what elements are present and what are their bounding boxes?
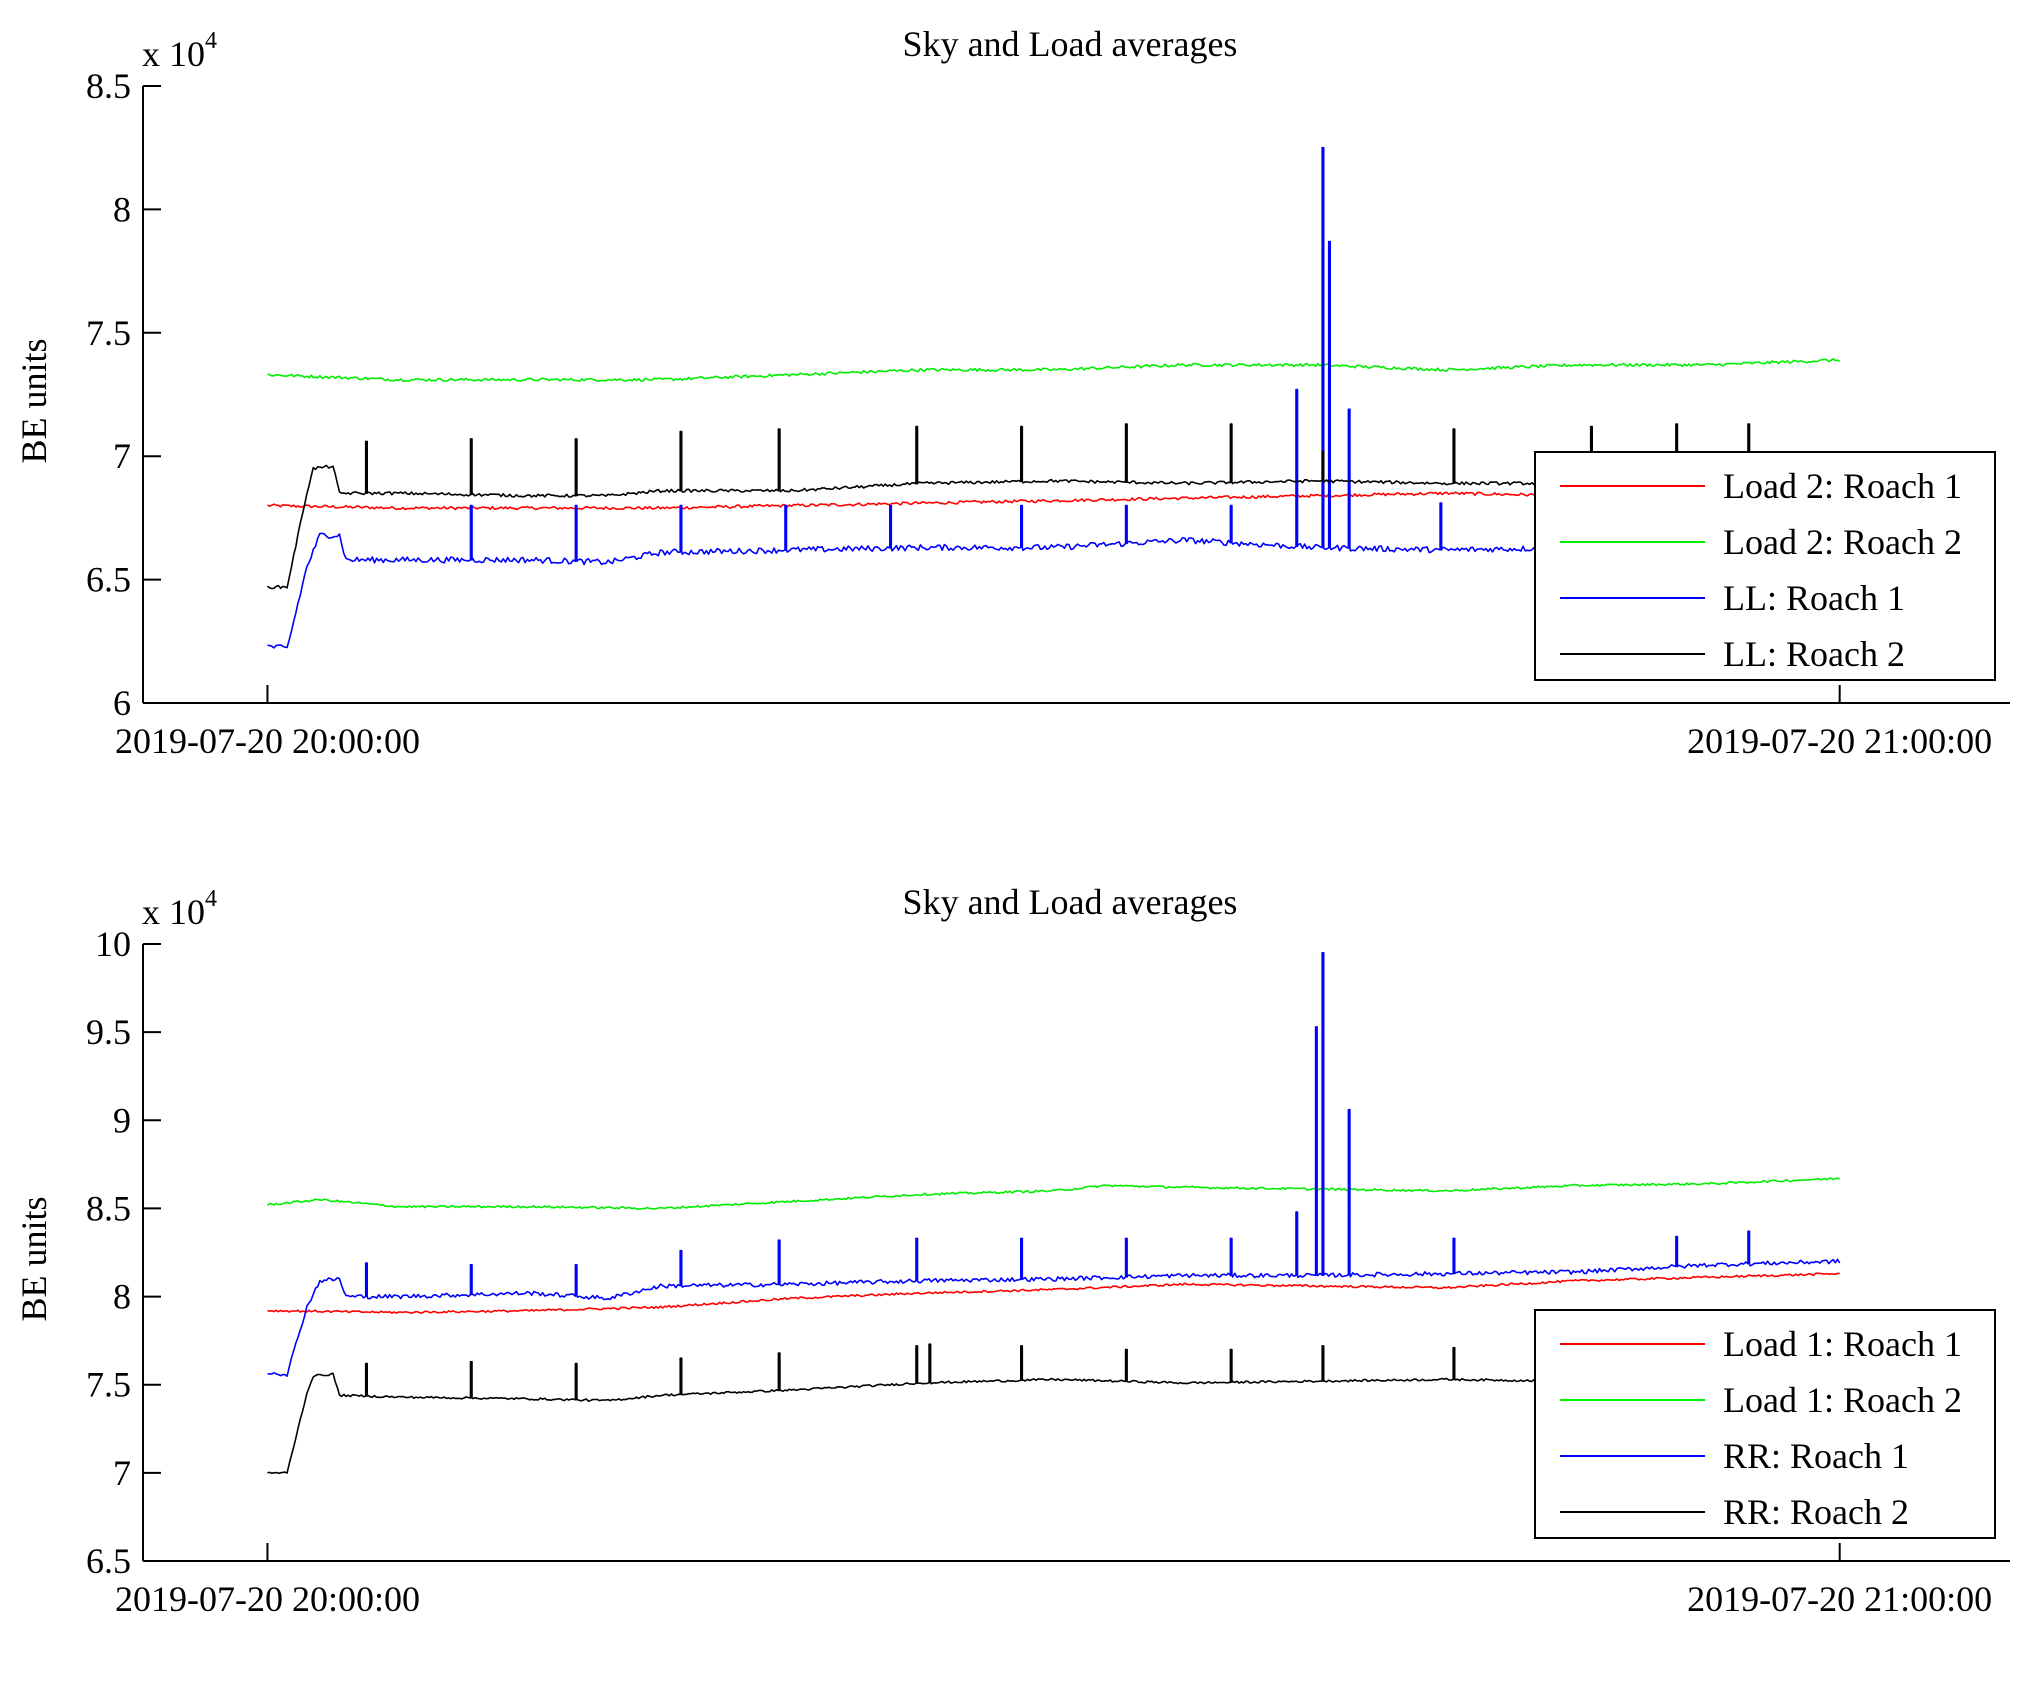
legend-box bbox=[1534, 1309, 1996, 1539]
y-multiplier: x 104 bbox=[142, 28, 217, 74]
y-multiplier-base: x 10 bbox=[142, 34, 205, 74]
legend: Load 2: Roach 1 Load 2: Roach 2 LL: Roach … bbox=[1534, 451, 1996, 681]
series-line-0 bbox=[267, 1272, 1840, 1314]
y-axis-label: BE units bbox=[14, 338, 54, 463]
axes: 6 6.5 7 7.5 8 8.5 2019-07-20 20:00:00 2019-07-2… bbox=[86, 66, 2010, 761]
y-multiplier-exponent: 4 bbox=[205, 28, 217, 54]
y-tick-label: 7.5 bbox=[86, 1365, 131, 1405]
legend-entry: Load 1: Roach 2 bbox=[1723, 1380, 1962, 1420]
y-tick-label: 10 bbox=[95, 924, 131, 964]
y-tick-label: 8 bbox=[113, 1277, 131, 1317]
legend-entry: Load 2: Roach 1 bbox=[1723, 466, 1962, 506]
x-tick-label: 2019-07-20 20:00:00 bbox=[115, 1579, 420, 1619]
y-tick-label: 8 bbox=[113, 189, 131, 229]
x-tick-label: 2019-07-20 21:00:00 bbox=[1687, 721, 1992, 761]
plot-area bbox=[267, 952, 1841, 1475]
x-tick-label: 2019-07-20 21:00:00 bbox=[1687, 1579, 1992, 1619]
chart-bottom: Sky and Load averages BE units x 104 6.5… bbox=[14, 882, 2010, 1619]
chart-top: Sky and Load averages BE units x 104 6 6.… bbox=[14, 24, 2010, 761]
legend-entry: RR: Roach 1 bbox=[1723, 1436, 1909, 1476]
y-tick-label: 8.5 bbox=[86, 1188, 131, 1228]
y-tick-label: 9.5 bbox=[86, 1012, 131, 1052]
chart-title: Sky and Load averages bbox=[903, 24, 1238, 64]
y-tick-label: 7 bbox=[113, 1453, 131, 1493]
chart-title: Sky and Load averages bbox=[903, 882, 1238, 922]
y-tick-label: 6.5 bbox=[86, 560, 131, 600]
x-tick-label: 2019-07-20 20:00:00 bbox=[115, 721, 420, 761]
y-axis-label: BE units bbox=[14, 1196, 54, 1321]
legend-entry: Load 2: Roach 2 bbox=[1723, 522, 1962, 562]
series-line-1 bbox=[267, 1177, 1840, 1210]
y-tick-label: 9 bbox=[113, 1100, 131, 1140]
y-tick-label: 6 bbox=[113, 683, 131, 723]
legend-entry: Load 1: Roach 1 bbox=[1723, 1324, 1962, 1364]
y-tick-label: 8.5 bbox=[86, 66, 131, 106]
y-multiplier-base: x 10 bbox=[142, 892, 205, 932]
series-line-1 bbox=[267, 358, 1841, 382]
axes: 6.5 7 7.5 8 8.5 9 9.5 10 2019-07-20 20:00:00 2019… bbox=[86, 924, 2010, 1619]
legend-entry: LL: Roach 2 bbox=[1723, 634, 1905, 674]
legend: Load 1: Roach 1 Load 1: Roach 2 RR: Roach … bbox=[1534, 1309, 1996, 1539]
y-tick-label: 7 bbox=[113, 436, 131, 476]
y-multiplier: x 104 bbox=[142, 886, 217, 932]
y-tick-label: 7.5 bbox=[86, 313, 131, 353]
series-line-2 bbox=[267, 952, 1841, 1377]
legend-entry: RR: Roach 2 bbox=[1723, 1492, 1909, 1532]
legend-box bbox=[1534, 451, 1996, 681]
legend-entry: LL: Roach 1 bbox=[1723, 578, 1905, 618]
y-tick-label: 6.5 bbox=[86, 1541, 131, 1581]
y-multiplier-exponent: 4 bbox=[205, 886, 217, 912]
